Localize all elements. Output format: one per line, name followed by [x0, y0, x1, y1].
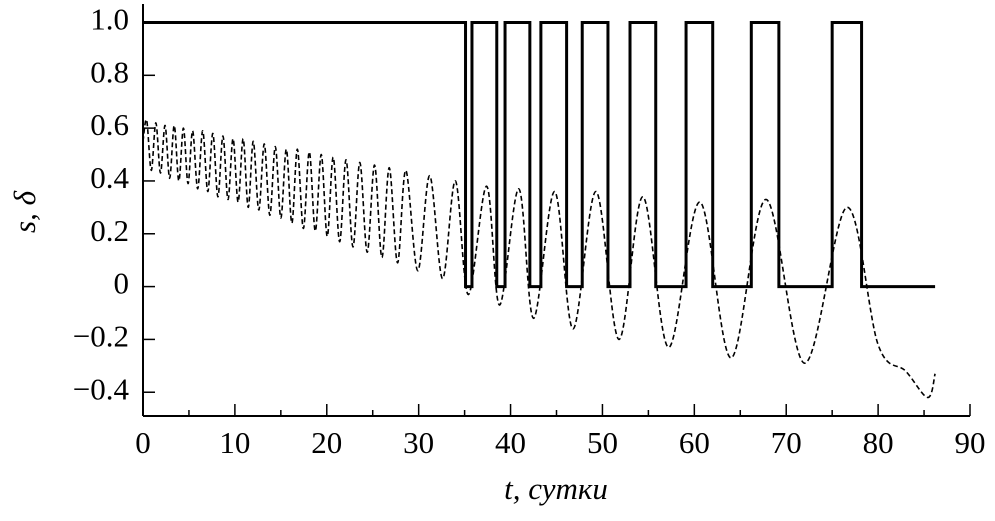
y-tick-label: 0: [114, 266, 130, 301]
x-tick-label: 50: [587, 425, 618, 460]
series-line: [142, 118, 936, 399]
y-tick-label: −0.2: [73, 319, 129, 354]
x-tick-label: 20: [311, 425, 342, 460]
x-tick-label: 70: [771, 425, 802, 460]
x-tick-label: 60: [679, 425, 710, 460]
x-tick-label: 80: [863, 425, 894, 460]
x-tick-label: 90: [955, 425, 986, 460]
y-tick-label: 0.6: [90, 107, 129, 142]
x-tick-label: 0: [135, 425, 151, 460]
y-tick-label: −0.4: [73, 371, 130, 406]
y-tick-label: 1.0: [90, 2, 129, 37]
y-tick-label: 0.2: [90, 213, 129, 248]
x-tick-label: 10: [219, 425, 250, 460]
x-axis-label: t, сутки: [504, 471, 608, 506]
series-line: [143, 20, 936, 289]
x-tick-label: 30: [403, 425, 434, 460]
y-axis-label: s, δ: [7, 190, 42, 233]
y-tick-label: 0.4: [90, 160, 129, 195]
x-tick-label: 40: [495, 425, 526, 460]
y-tick-label: 0.8: [90, 54, 129, 89]
